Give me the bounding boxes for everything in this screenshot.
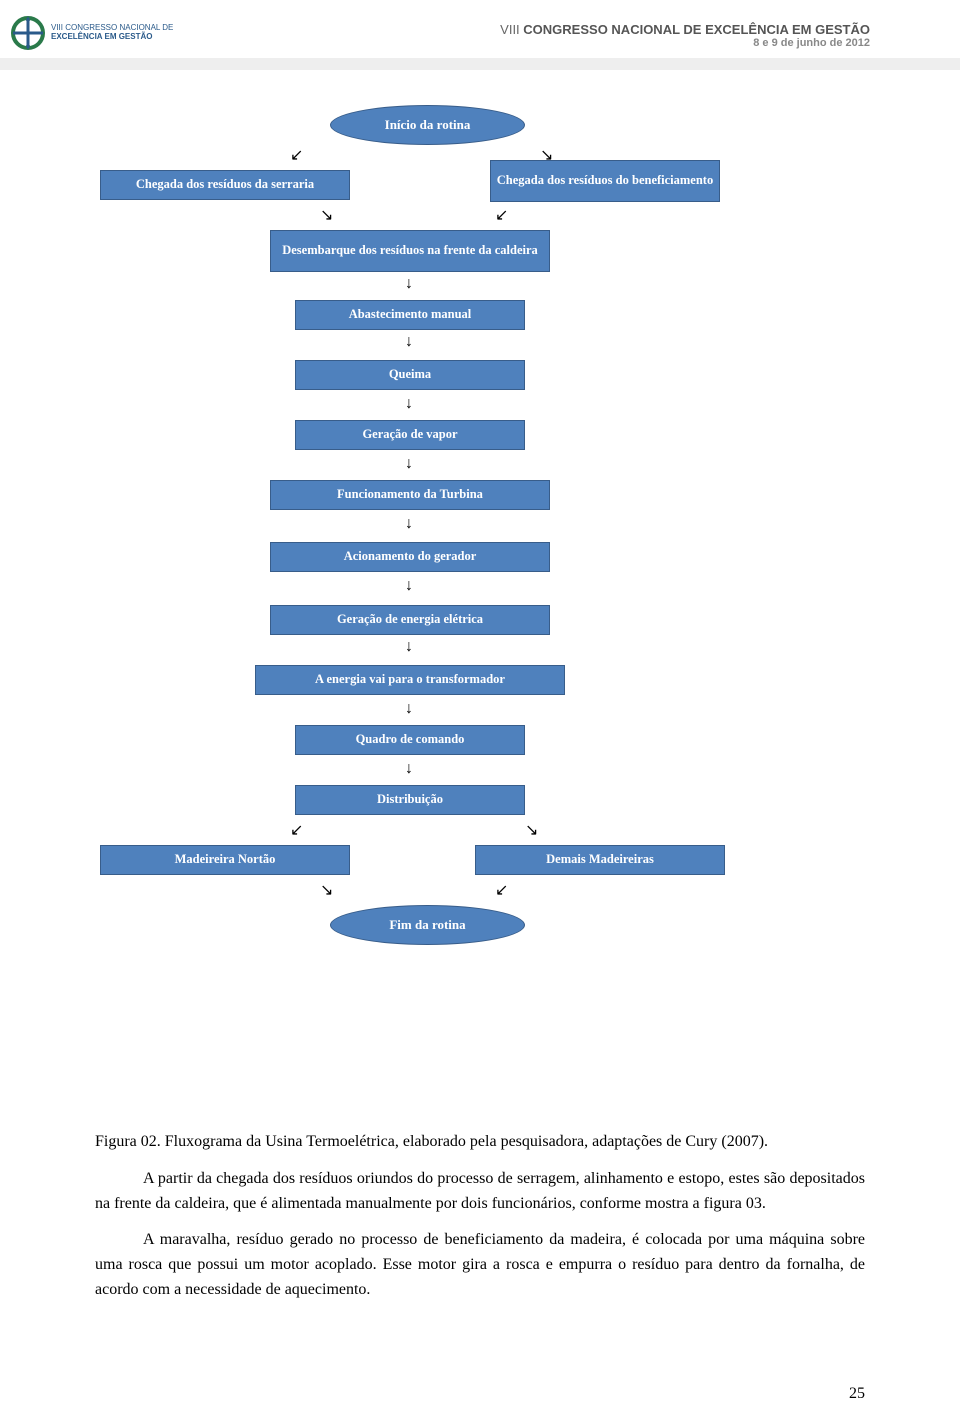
flow-arrow-distrib-nortao: ↙ [290, 820, 303, 840]
header-right: VIII CONGRESSO NACIONAL DE EXCELÊNCIA EM… [500, 22, 870, 49]
flow-arrow-benef-desemb: ↙ [495, 205, 508, 225]
body-text: Figura 02. Fluxograma da Usina Termoelét… [95, 1130, 865, 1315]
flow-arrow-gerador-energia: ↓ [405, 577, 413, 595]
flowchart: Início da rotina Chegada dos resíduos da … [0, 105, 960, 1105]
flow-node-transf: A energia vai para o transformador [255, 665, 565, 695]
page-number: 25 [849, 1385, 865, 1403]
paragraph-1: A partir da chegada dos resíduos oriundo… [95, 1167, 865, 1217]
flow-arrow-abast-queima: ↓ [405, 333, 413, 351]
flow-node-benef: Chegada dos resíduos do beneficiamento [490, 160, 720, 202]
flow-arrow-turbina-gerador: ↓ [405, 515, 413, 533]
logo-line2: EXCELÊNCIA EM GESTÃO [51, 33, 173, 42]
header-title-main: CONGRESSO NACIONAL DE EXCELÊNCIA EM GEST… [523, 22, 870, 37]
flow-arrow-nortao-end: ↘ [320, 880, 333, 900]
flow-arrow-vapor-turbina: ↓ [405, 455, 413, 473]
flow-arrow-energia-transf: ↓ [405, 638, 413, 656]
paragraph-2: A maravalha, resíduo gerado no processo … [95, 1228, 865, 1302]
flow-node-serra: Chegada dos resíduos da serraria [100, 170, 350, 200]
flow-node-vapor: Geração de vapor [295, 420, 525, 450]
header-date: 8 e 9 de junho de 2012 [500, 37, 870, 49]
flow-arrow-start-benef: ↘ [540, 145, 553, 165]
flow-arrow-demais-end: ↙ [495, 880, 508, 900]
flow-arrow-start-serra: ↙ [290, 145, 303, 165]
flow-node-start: Início da rotina [330, 105, 525, 145]
compass-logo-icon [10, 15, 46, 51]
flow-arrow-distrib-demais: ↘ [525, 820, 538, 840]
header-title-prefix: VIII [500, 22, 520, 37]
flow-node-abast: Abastecimento manual [295, 300, 525, 330]
header-title: VIII CONGRESSO NACIONAL DE EXCELÊNCIA EM… [500, 22, 870, 37]
flow-arrow-serra-desemb: ↘ [320, 205, 333, 225]
flow-node-distrib: Distribuição [295, 785, 525, 815]
figure-caption: Figura 02. Fluxograma da Usina Termoelét… [95, 1130, 865, 1155]
logo: VIII CONGRESSO NACIONAL DE EXCELÊNCIA EM… [10, 10, 180, 55]
flow-node-end: Fim da rotina [330, 905, 525, 945]
flow-arrow-desemb-abast: ↓ [405, 275, 413, 293]
flow-arrow-transf-quadro: ↓ [405, 700, 413, 718]
flow-arrow-queima-vapor: ↓ [405, 395, 413, 413]
header-band [0, 58, 960, 70]
flow-node-queima: Queima [295, 360, 525, 390]
logo-text: VIII CONGRESSO NACIONAL DE EXCELÊNCIA EM… [51, 24, 173, 42]
flow-node-desemb: Desembarque dos resíduos na frente da ca… [270, 230, 550, 272]
page-header: VIII CONGRESSO NACIONAL DE EXCELÊNCIA EM… [0, 0, 960, 80]
flow-node-gerador: Acionamento do gerador [270, 542, 550, 572]
flow-node-turbina: Funcionamento da Turbina [270, 480, 550, 510]
flow-arrow-quadro-distrib: ↓ [405, 760, 413, 778]
flow-node-energia: Geração de energia elétrica [270, 605, 550, 635]
flow-node-quadro: Quadro de comando [295, 725, 525, 755]
flow-node-demais: Demais Madeireiras [475, 845, 725, 875]
flow-node-nortao: Madeireira Nortão [100, 845, 350, 875]
